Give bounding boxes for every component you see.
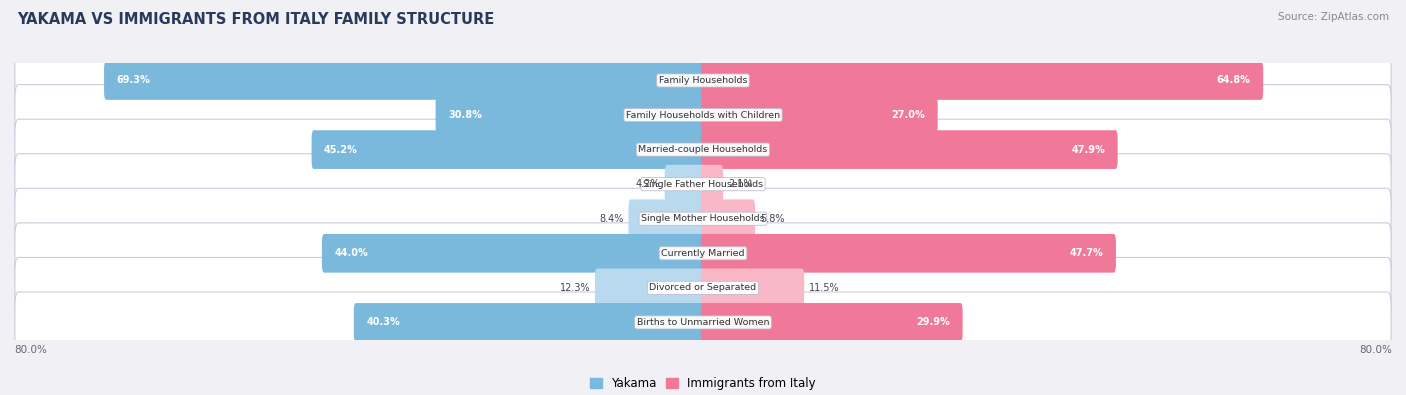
Text: 30.8%: 30.8% [449, 110, 482, 120]
Text: 29.9%: 29.9% [917, 318, 950, 327]
FancyBboxPatch shape [628, 199, 706, 238]
FancyBboxPatch shape [700, 303, 963, 342]
FancyBboxPatch shape [15, 119, 1391, 180]
Text: Births to Unmarried Women: Births to Unmarried Women [637, 318, 769, 327]
Text: 8.4%: 8.4% [599, 214, 624, 224]
Text: 80.0%: 80.0% [1360, 345, 1392, 355]
FancyBboxPatch shape [436, 96, 706, 134]
FancyBboxPatch shape [15, 50, 1391, 111]
Text: 80.0%: 80.0% [14, 345, 46, 355]
FancyBboxPatch shape [700, 61, 1263, 100]
Text: 4.2%: 4.2% [636, 179, 659, 189]
FancyBboxPatch shape [700, 96, 938, 134]
FancyBboxPatch shape [322, 234, 706, 273]
Text: 64.8%: 64.8% [1216, 75, 1251, 85]
Text: YAKAMA VS IMMIGRANTS FROM ITALY FAMILY STRUCTURE: YAKAMA VS IMMIGRANTS FROM ITALY FAMILY S… [17, 12, 494, 27]
FancyBboxPatch shape [312, 130, 706, 169]
Text: 12.3%: 12.3% [560, 283, 591, 293]
Text: Divorced or Separated: Divorced or Separated [650, 283, 756, 292]
FancyBboxPatch shape [15, 258, 1391, 318]
Text: 27.0%: 27.0% [891, 110, 925, 120]
Text: 2.1%: 2.1% [728, 179, 752, 189]
Text: 69.3%: 69.3% [117, 75, 150, 85]
FancyBboxPatch shape [700, 165, 723, 203]
Text: 40.3%: 40.3% [367, 318, 401, 327]
FancyBboxPatch shape [15, 85, 1391, 145]
FancyBboxPatch shape [665, 165, 706, 203]
Text: 47.9%: 47.9% [1071, 145, 1105, 154]
FancyBboxPatch shape [354, 303, 706, 342]
FancyBboxPatch shape [595, 269, 706, 307]
Text: Single Father Households: Single Father Households [643, 180, 763, 189]
FancyBboxPatch shape [15, 292, 1391, 353]
FancyBboxPatch shape [700, 234, 1116, 273]
FancyBboxPatch shape [700, 269, 804, 307]
FancyBboxPatch shape [15, 154, 1391, 214]
FancyBboxPatch shape [104, 61, 706, 100]
FancyBboxPatch shape [700, 130, 1118, 169]
Text: Married-couple Households: Married-couple Households [638, 145, 768, 154]
FancyBboxPatch shape [700, 199, 755, 238]
FancyBboxPatch shape [15, 223, 1391, 284]
Text: 5.8%: 5.8% [759, 214, 785, 224]
Text: Family Households: Family Households [659, 76, 747, 85]
Text: Source: ZipAtlas.com: Source: ZipAtlas.com [1278, 12, 1389, 22]
Text: Single Mother Households: Single Mother Households [641, 214, 765, 223]
Text: 45.2%: 45.2% [323, 145, 359, 154]
Legend: Yakama, Immigrants from Italy: Yakama, Immigrants from Italy [585, 372, 821, 395]
FancyBboxPatch shape [15, 188, 1391, 249]
Text: Currently Married: Currently Married [661, 249, 745, 258]
Text: 44.0%: 44.0% [335, 248, 368, 258]
Text: Family Households with Children: Family Households with Children [626, 111, 780, 120]
Text: 11.5%: 11.5% [808, 283, 839, 293]
Text: 47.7%: 47.7% [1070, 248, 1104, 258]
